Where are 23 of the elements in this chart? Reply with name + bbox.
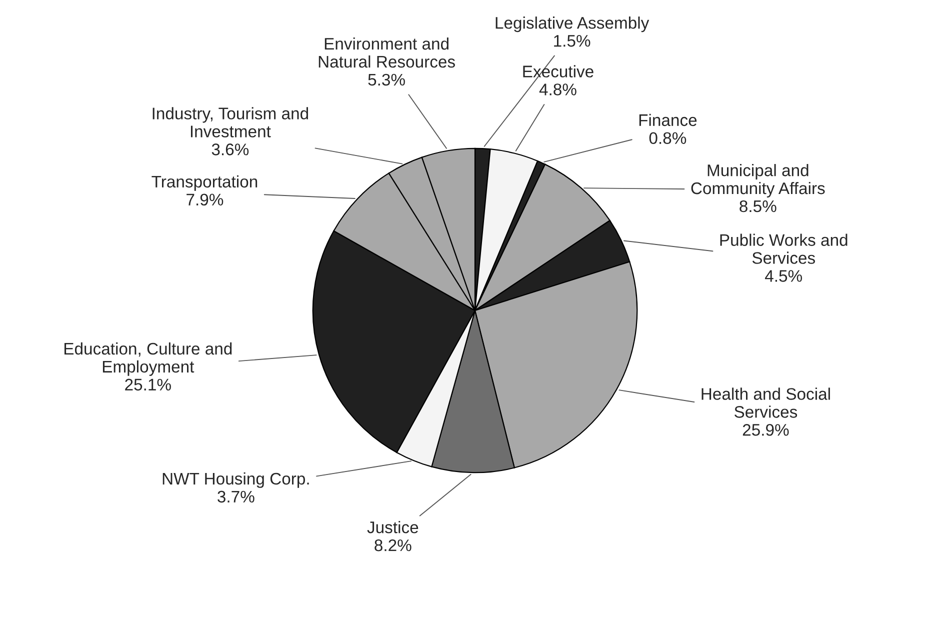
- data-label: 25.9%: [742, 424, 789, 436]
- data-label: 8.5%: [740, 200, 776, 212]
- data-label: 4.8%: [539, 84, 576, 96]
- data-label: 8.2%: [374, 539, 412, 552]
- data-label: 1.5%: [554, 35, 590, 47]
- slice-label: Education, Culture and Employment: [64, 342, 232, 376]
- data-label: 5.3%: [368, 74, 405, 86]
- slice-label: Finance: [639, 114, 697, 126]
- data-label: 25.1%: [125, 378, 171, 391]
- data-label: 7.9%: [186, 194, 224, 206]
- slice-label: Public Works and Services: [720, 234, 848, 264]
- slice-label: Justice: [367, 521, 418, 534]
- slice-label: Legislative Assembly: [496, 16, 650, 32]
- slice-label: Municipal and Community Affairs: [691, 164, 825, 198]
- slice-label: Industry, Tourism and Investment: [152, 107, 308, 138]
- data-label: 3.6%: [212, 144, 249, 156]
- data-label: 0.8%: [649, 132, 686, 144]
- data-label: 4.5%: [765, 270, 802, 282]
- slice-label: Transportation: [152, 175, 258, 191]
- slice-label: NWT Housing Corp.: [162, 472, 309, 488]
- slice-label: Health and Social Services: [702, 388, 830, 418]
- slice-label: Environment and Natural Resources: [318, 37, 455, 68]
- data-label: 3.7%: [218, 490, 254, 503]
